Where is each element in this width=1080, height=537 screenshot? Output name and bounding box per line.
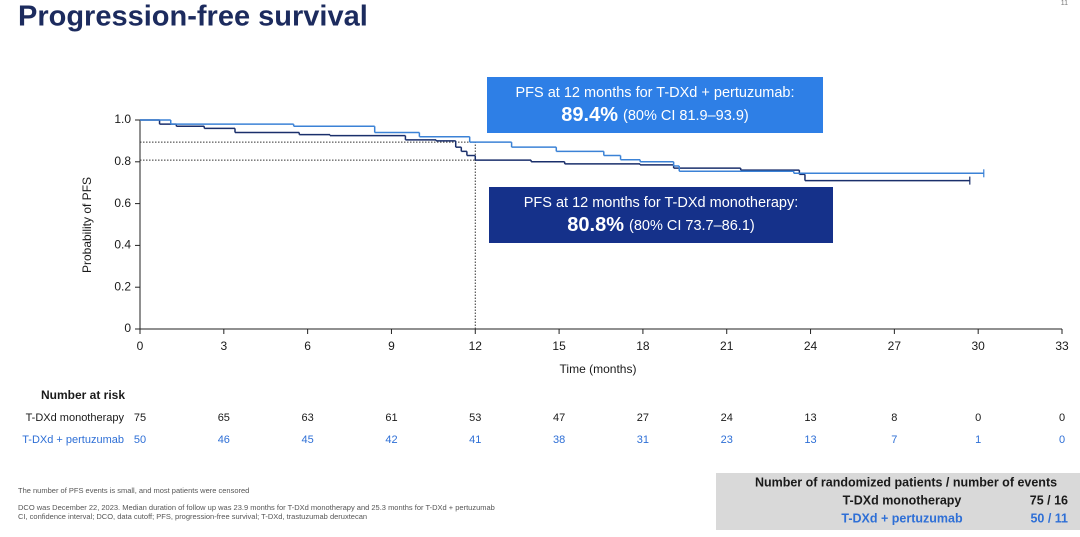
summary-value: 75 / 16 <box>1030 493 1068 507</box>
footnote: DCO was December 22, 2023. Median durati… <box>18 503 495 512</box>
annotation-ci: (80% CI 73.7–86.1) <box>629 218 755 234</box>
risk-count: 1 <box>975 434 981 446</box>
x-tick-label: 6 <box>304 339 311 353</box>
risk-count: 31 <box>637 434 649 446</box>
x-tick-label: 12 <box>469 339 483 353</box>
y-tick-label: 1.0 <box>114 112 131 126</box>
x-tick-label: 15 <box>552 339 566 353</box>
summary-box <box>716 473 1080 530</box>
risk-count: 7 <box>891 434 897 446</box>
annotation-line: 80.8% (80% CI 73.7–86.1) <box>567 214 754 236</box>
risk-title: Number at risk <box>41 388 125 402</box>
y-tick-label: 0.4 <box>114 238 131 252</box>
x-tick-label: 18 <box>636 339 650 353</box>
footnote: The number of PFS events is small, and m… <box>18 486 249 495</box>
x-tick-label: 27 <box>888 339 902 353</box>
x-tick-label: 30 <box>972 339 986 353</box>
y-axis-label: Probability of PFS <box>80 177 94 273</box>
risk-count: 61 <box>385 412 397 424</box>
annotation-ci: (80% CI 81.9–93.9) <box>623 108 749 124</box>
risk-count: 42 <box>385 434 397 446</box>
annotation-value: 80.8% <box>567 214 624 236</box>
risk-count: 65 <box>218 412 230 424</box>
risk-count: 63 <box>302 412 314 424</box>
risk-count: 23 <box>721 434 733 446</box>
risk-row-label: T-DXd monotherapy <box>26 412 125 424</box>
risk-count: 50 <box>134 434 146 446</box>
annotation-text: PFS at 12 months for T-DXd monotherapy: <box>524 195 799 211</box>
risk-count: 47 <box>553 412 565 424</box>
risk-count: 13 <box>804 412 816 424</box>
summary-value: 50 / 11 <box>1030 511 1068 525</box>
y-tick-label: 0.2 <box>114 279 131 293</box>
y-tick-label: 0.6 <box>114 196 131 210</box>
x-tick-label: 3 <box>220 339 227 353</box>
annotation-text: PFS at 12 months for T-DXd + pertuzumab: <box>516 85 795 101</box>
risk-count: 38 <box>553 434 565 446</box>
risk-count: 0 <box>1059 412 1065 424</box>
risk-count: 13 <box>804 434 816 446</box>
risk-count: 53 <box>469 412 481 424</box>
risk-count: 45 <box>302 434 314 446</box>
risk-count: 27 <box>637 412 649 424</box>
footnote: CI, confidence interval; DCO, data cutof… <box>18 512 367 521</box>
risk-count: 24 <box>721 412 733 424</box>
risk-count: 75 <box>134 412 146 424</box>
page-number: 11 <box>1061 0 1068 7</box>
risk-count: 8 <box>891 412 897 424</box>
annotation-value: 89.4% <box>561 104 618 126</box>
risk-count: 0 <box>1059 434 1065 446</box>
risk-count: 0 <box>975 412 981 424</box>
x-tick-label: 24 <box>804 339 818 353</box>
slide-title: Progression-free survival <box>18 1 368 33</box>
annotation-line: 89.4% (80% CI 81.9–93.9) <box>561 104 748 126</box>
risk-count: 46 <box>218 434 230 446</box>
annotation-box <box>487 77 823 133</box>
x-tick-label: 21 <box>720 339 734 353</box>
x-axis-label: Time (months) <box>560 362 637 376</box>
summary-label: T-DXd monotherapy <box>843 493 962 507</box>
summary-title: Number of randomized patients / number o… <box>755 475 1057 489</box>
x-tick-label: 0 <box>137 339 144 353</box>
y-tick-label: 0.8 <box>114 154 131 168</box>
y-tick-label: 0 <box>124 321 131 335</box>
risk-count: 41 <box>469 434 481 446</box>
summary-label: T-DXd + pertuzumab <box>841 511 963 525</box>
annotation-box <box>489 187 833 243</box>
x-tick-label: 9 <box>388 339 395 353</box>
x-tick-label: 33 <box>1055 339 1069 353</box>
risk-row-label: T-DXd + pertuzumab <box>22 434 124 446</box>
